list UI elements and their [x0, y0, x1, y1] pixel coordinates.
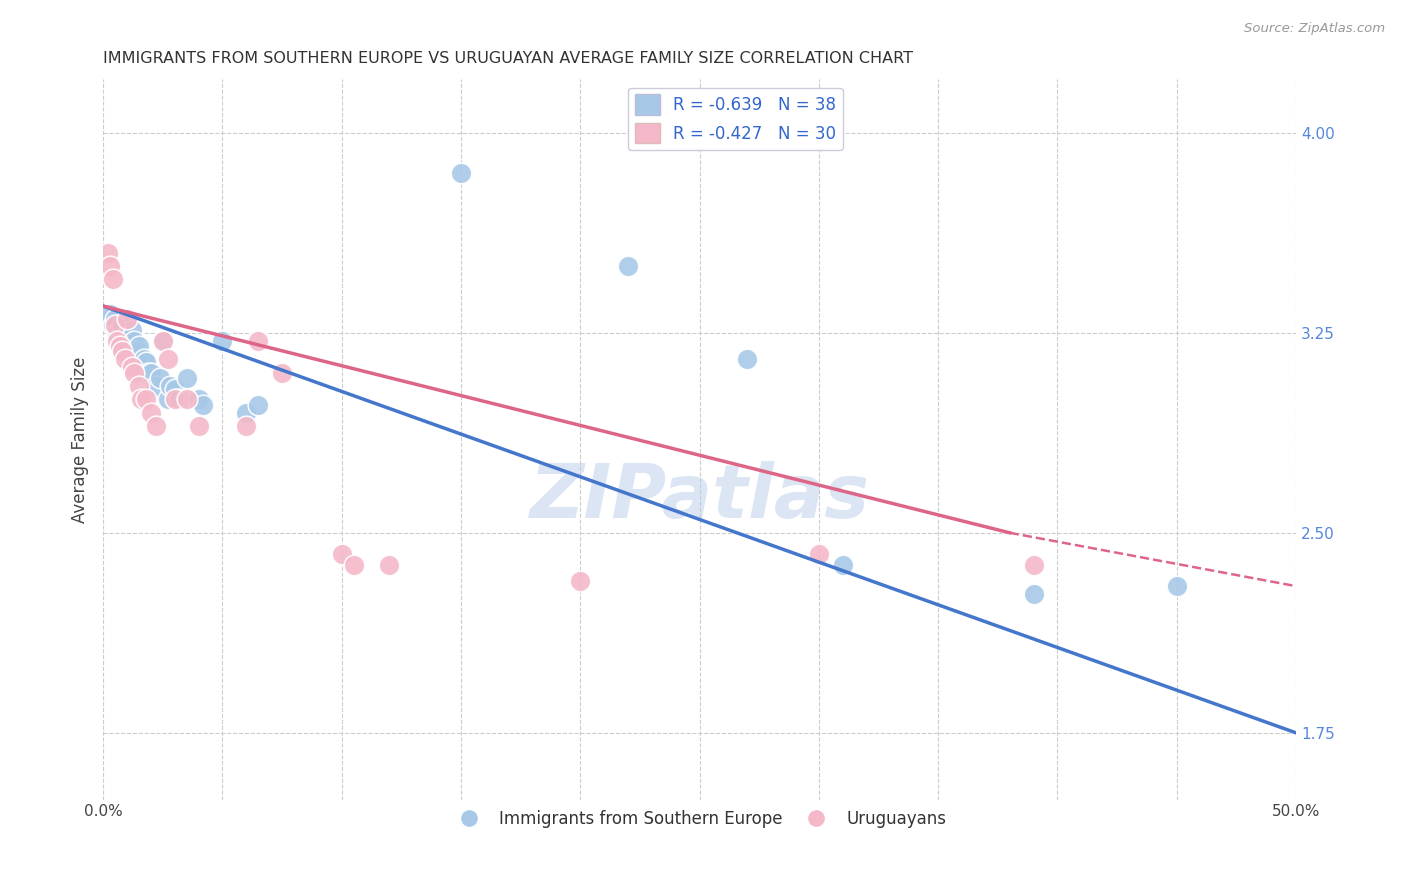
Point	[129, 360, 152, 375]
Point	[114, 334, 136, 348]
Point	[737, 352, 759, 367]
Point	[330, 547, 353, 561]
Point	[122, 334, 145, 348]
Point	[115, 312, 138, 326]
Point	[111, 318, 134, 332]
Point	[187, 392, 209, 407]
Point	[807, 547, 830, 561]
Point	[163, 382, 186, 396]
Point	[1022, 558, 1045, 572]
Point	[98, 259, 121, 273]
Point	[176, 371, 198, 385]
Point	[378, 558, 401, 572]
Point	[122, 366, 145, 380]
Point	[135, 392, 157, 407]
Point	[145, 419, 167, 434]
Point	[159, 379, 181, 393]
Point	[121, 360, 143, 375]
Point	[193, 398, 215, 412]
Point	[235, 419, 257, 434]
Point	[271, 366, 294, 380]
Point	[176, 392, 198, 407]
Point	[128, 379, 150, 393]
Point	[107, 334, 129, 348]
Point	[163, 392, 186, 407]
Point	[135, 355, 157, 369]
Point	[101, 272, 124, 286]
Point	[97, 312, 120, 326]
Point	[104, 318, 127, 332]
Point	[156, 392, 179, 407]
Point	[187, 419, 209, 434]
Point	[108, 323, 131, 337]
Point	[1166, 579, 1188, 593]
Point	[129, 392, 152, 407]
Legend: Immigrants from Southern Europe, Uruguayans: Immigrants from Southern Europe, Uruguay…	[446, 803, 953, 834]
Point	[343, 558, 366, 572]
Point	[831, 558, 853, 572]
Point	[97, 245, 120, 260]
Point	[114, 352, 136, 367]
Point	[104, 312, 127, 326]
Point	[211, 334, 233, 348]
Point	[125, 344, 148, 359]
Point	[108, 339, 131, 353]
Point	[111, 344, 134, 359]
Point	[617, 259, 640, 273]
Point	[569, 574, 592, 588]
Point	[101, 318, 124, 332]
Point	[152, 334, 174, 348]
Point	[235, 406, 257, 420]
Point	[450, 166, 472, 180]
Y-axis label: Average Family Size: Average Family Size	[72, 356, 89, 523]
Point	[128, 339, 150, 353]
Point	[132, 352, 155, 367]
Point	[152, 334, 174, 348]
Point	[107, 326, 129, 340]
Point	[139, 366, 162, 380]
Point	[118, 339, 141, 353]
Point	[149, 371, 172, 385]
Point	[169, 392, 191, 407]
Text: Source: ZipAtlas.com: Source: ZipAtlas.com	[1244, 22, 1385, 36]
Point	[138, 366, 160, 380]
Point	[247, 334, 270, 348]
Point	[145, 379, 167, 393]
Point	[156, 352, 179, 367]
Point	[247, 398, 270, 412]
Text: ZIPatlas: ZIPatlas	[530, 460, 869, 533]
Point	[139, 406, 162, 420]
Point	[121, 323, 143, 337]
Text: IMMIGRANTS FROM SOUTHERN EUROPE VS URUGUAYAN AVERAGE FAMILY SIZE CORRELATION CHA: IMMIGRANTS FROM SOUTHERN EUROPE VS URUGU…	[103, 51, 912, 66]
Point	[98, 307, 121, 321]
Point	[115, 328, 138, 343]
Point	[1022, 587, 1045, 601]
